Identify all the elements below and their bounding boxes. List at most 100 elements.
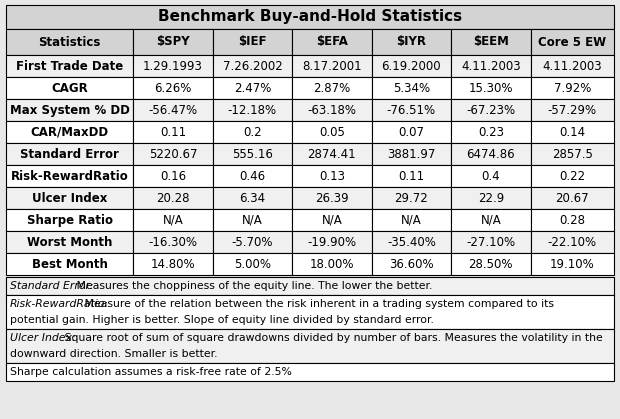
Bar (133, 77, 213, 99)
Text: 28.50%: 28.50% (469, 258, 513, 271)
Bar (292, 231, 371, 253)
Text: CAR/MaxDD: CAR/MaxDD (30, 126, 108, 139)
Text: 0.05: 0.05 (319, 126, 345, 139)
Text: 0.07: 0.07 (398, 126, 424, 139)
Bar (292, 77, 371, 99)
Bar (451, 231, 531, 253)
Text: 26.39: 26.39 (315, 191, 348, 204)
Bar (6, 99, 133, 121)
Bar (531, 29, 614, 55)
Bar (371, 121, 451, 143)
Bar (531, 121, 614, 143)
Text: 0.46: 0.46 (239, 170, 265, 183)
Text: $EEM: $EEM (473, 36, 509, 49)
Bar (292, 55, 371, 77)
Bar (6, 277, 614, 295)
Text: $IYR: $IYR (396, 36, 427, 49)
Text: 0.4: 0.4 (482, 170, 500, 183)
Bar (451, 165, 531, 187)
Bar (6, 209, 133, 231)
Text: 0.14: 0.14 (559, 126, 585, 139)
Bar (6, 29, 133, 55)
Text: 555.16: 555.16 (232, 147, 273, 160)
Text: 2.47%: 2.47% (234, 82, 271, 95)
Bar (6, 187, 133, 209)
Bar (371, 99, 451, 121)
Bar (371, 231, 451, 253)
Text: Sharpe Ratio: Sharpe Ratio (27, 214, 113, 227)
Text: Worst Month: Worst Month (27, 235, 112, 248)
Bar (292, 187, 371, 209)
Text: -56.47%: -56.47% (148, 103, 197, 116)
Text: N/A: N/A (322, 214, 342, 227)
Bar (213, 231, 292, 253)
Text: Core 5 EW: Core 5 EW (538, 36, 606, 49)
Bar (133, 209, 213, 231)
Bar (292, 253, 371, 275)
Text: 6.34: 6.34 (239, 191, 265, 204)
Text: CAGR: CAGR (51, 82, 88, 95)
Text: 15.30%: 15.30% (469, 82, 513, 95)
Text: 36.60%: 36.60% (389, 258, 433, 271)
Text: Measure of the relation between the risk inherent in a trading system compared t: Measure of the relation between the risk… (81, 299, 554, 309)
Bar (531, 77, 614, 99)
Bar (371, 77, 451, 99)
Bar (451, 55, 531, 77)
Bar (371, 29, 451, 55)
Bar (133, 121, 213, 143)
Text: N/A: N/A (401, 214, 422, 227)
Bar (451, 99, 531, 121)
Text: $EFA: $EFA (316, 36, 348, 49)
Bar (133, 165, 213, 187)
Text: 18.00%: 18.00% (309, 258, 354, 271)
Bar (6, 295, 614, 329)
Bar (451, 121, 531, 143)
Bar (371, 55, 451, 77)
Text: -19.90%: -19.90% (308, 235, 356, 248)
Text: -12.18%: -12.18% (228, 103, 277, 116)
Text: Benchmark Buy-and-Hold Statistics: Benchmark Buy-and-Hold Statistics (158, 10, 462, 24)
Text: 6474.86: 6474.86 (466, 147, 515, 160)
Text: Ulcer Index:: Ulcer Index: (10, 333, 76, 343)
Bar (531, 231, 614, 253)
Text: Best Month: Best Month (32, 258, 107, 271)
Text: -63.18%: -63.18% (308, 103, 356, 116)
Text: 8.17.2001: 8.17.2001 (302, 59, 361, 72)
Text: 22.9: 22.9 (477, 191, 504, 204)
Text: N/A: N/A (242, 214, 263, 227)
Text: 0.2: 0.2 (243, 126, 262, 139)
Bar (133, 29, 213, 55)
Text: 6.19.2000: 6.19.2000 (381, 59, 441, 72)
Bar (213, 29, 292, 55)
Bar (133, 143, 213, 165)
Bar (292, 99, 371, 121)
Bar (531, 209, 614, 231)
Bar (451, 77, 531, 99)
Text: -22.10%: -22.10% (547, 235, 597, 248)
Bar (531, 55, 614, 77)
Bar (6, 329, 614, 363)
Text: 4.11.2003: 4.11.2003 (461, 59, 521, 72)
Text: First Trade Date: First Trade Date (16, 59, 123, 72)
Bar (451, 253, 531, 275)
Text: N/A: N/A (162, 214, 184, 227)
Bar (6, 5, 614, 29)
Text: -27.10%: -27.10% (466, 235, 515, 248)
Bar (6, 143, 133, 165)
Text: 29.72: 29.72 (394, 191, 428, 204)
Bar (6, 231, 133, 253)
Text: 2857.5: 2857.5 (552, 147, 593, 160)
Text: $SPY: $SPY (156, 36, 190, 49)
Bar (6, 55, 133, 77)
Text: 0.11: 0.11 (160, 126, 186, 139)
Text: 7.26.2002: 7.26.2002 (223, 59, 282, 72)
Bar (213, 165, 292, 187)
Bar (213, 253, 292, 275)
Text: -57.29%: -57.29% (547, 103, 597, 116)
Text: 0.13: 0.13 (319, 170, 345, 183)
Text: Statistics: Statistics (38, 36, 101, 49)
Bar (133, 253, 213, 275)
Text: -35.40%: -35.40% (387, 235, 436, 248)
Bar (6, 121, 133, 143)
Text: 7.92%: 7.92% (554, 82, 591, 95)
